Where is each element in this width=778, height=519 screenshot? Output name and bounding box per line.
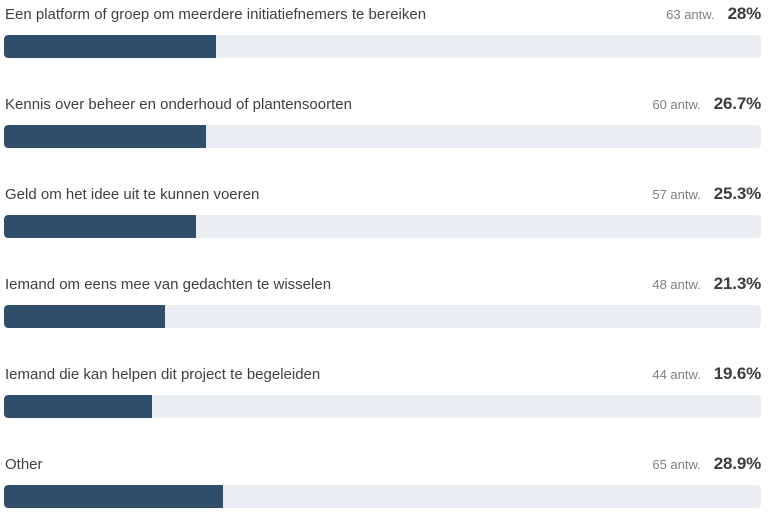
response-count: 48 antw. [652, 277, 701, 292]
answer-stats: 63 antw. 28% [646, 4, 761, 24]
response-percentage: 21.3% [713, 274, 761, 293]
answer-label: Kennis over beheer en onderhoud of plant… [5, 96, 352, 113]
response-percentage: 25.3% [713, 184, 761, 203]
response-count: 63 antw. [666, 7, 715, 22]
answer-stats: 57 antw. 25.3% [632, 184, 761, 204]
answer-row-header: Iemand om eens mee van gedachten te wiss… [4, 274, 761, 294]
answer-row: Een platform of groep om meerdere initia… [4, 4, 761, 58]
bar-fill [4, 485, 223, 508]
answer-stats: 48 antw. 21.3% [632, 274, 761, 294]
bar-track [4, 395, 761, 418]
answer-row-header: Een platform of groep om meerdere initia… [4, 4, 761, 24]
answer-stats: 65 antw. 28.9% [632, 454, 761, 474]
bar-fill [4, 305, 166, 328]
answer-label: Iemand om eens mee van gedachten te wiss… [5, 276, 332, 293]
response-count: 44 antw. [652, 367, 701, 382]
bar-track [4, 35, 761, 58]
answer-row: Other 65 antw. 28.9% [4, 454, 761, 508]
answer-row: Geld om het idee uit te kunnen voeren 57… [4, 184, 761, 238]
bar-fill [4, 395, 153, 418]
response-percentage: 26.7% [713, 94, 761, 113]
bar-track [4, 305, 761, 328]
answer-stats: 60 antw. 26.7% [632, 94, 761, 114]
answer-label: Een platform of groep om meerdere initia… [5, 6, 427, 23]
bar-track [4, 125, 761, 148]
response-percentage: 28% [727, 4, 762, 23]
answer-row: Iemand die kan helpen dit project te beg… [4, 364, 761, 418]
answer-label: Geld om het idee uit te kunnen voeren [5, 186, 260, 203]
bar-track [4, 485, 761, 508]
bar-fill [4, 125, 207, 148]
answer-label: Other [5, 456, 43, 473]
bar-fill [4, 35, 216, 58]
answer-row-header: Iemand die kan helpen dit project te beg… [4, 364, 761, 384]
response-percentage: 19.6% [713, 364, 761, 383]
response-percentage: 28.9% [713, 454, 761, 473]
bar-track [4, 215, 761, 238]
answer-row: Kennis over beheer en onderhoud of plant… [4, 94, 761, 148]
answer-row-header: Kennis over beheer en onderhoud of plant… [4, 94, 761, 114]
response-count: 65 antw. [652, 457, 701, 472]
answer-row-header: Other 65 antw. 28.9% [4, 454, 761, 474]
answer-row-header: Geld om het idee uit te kunnen voeren 57… [4, 184, 761, 204]
response-count: 60 antw. [652, 97, 701, 112]
answer-stats: 44 antw. 19.6% [632, 364, 761, 384]
answer-row: Iemand om eens mee van gedachten te wiss… [4, 274, 761, 328]
answer-label: Iemand die kan helpen dit project te beg… [5, 366, 321, 383]
bar-fill [4, 215, 196, 238]
response-count: 57 antw. [652, 187, 701, 202]
